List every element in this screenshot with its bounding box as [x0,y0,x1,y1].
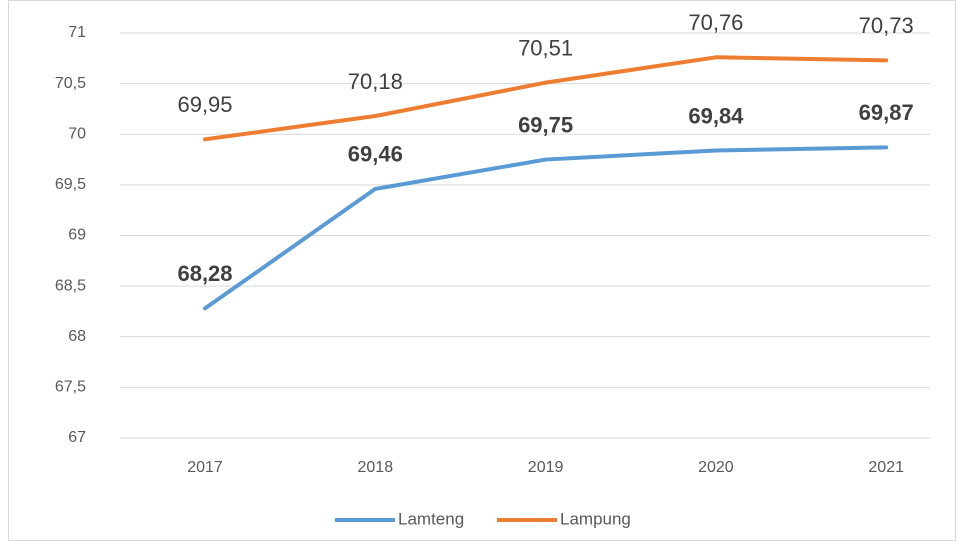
y-tick-label: 67,5 [55,379,86,396]
x-tick-label: 2017 [187,459,223,476]
y-tick-label: 69,5 [55,176,86,193]
data-label: 68,28 [177,261,232,286]
data-label: 70,76 [688,10,743,35]
data-label: 69,87 [859,100,914,125]
legend-label: Lamteng [398,509,464,528]
chart-border [8,0,956,541]
x-tick-label: 2019 [528,459,564,476]
legend-label: Lampung [560,509,631,528]
data-label: 70,51 [518,35,573,60]
line [203,145,889,311]
data-label: 70,73 [859,13,914,38]
data-label: 70,18 [348,69,403,94]
line [203,55,889,142]
y-tick-label: 70,5 [55,75,86,92]
data-label: 69,95 [177,92,232,117]
y-tick-label: 70 [68,125,86,142]
y-tick-label: 68,5 [55,277,86,294]
y-tick-label: 69 [68,227,86,244]
y-tick-label: 68 [68,328,86,345]
y-tick-label: 71 [68,24,86,41]
x-tick-label: 2018 [358,459,394,476]
y-tick-label: 67 [68,429,86,446]
data-label: 69,84 [688,103,744,128]
x-tick-label: 2021 [868,459,904,476]
data-label: 69,46 [348,142,403,167]
x-tick-label: 2020 [698,459,734,476]
data-label: 69,75 [518,112,573,137]
